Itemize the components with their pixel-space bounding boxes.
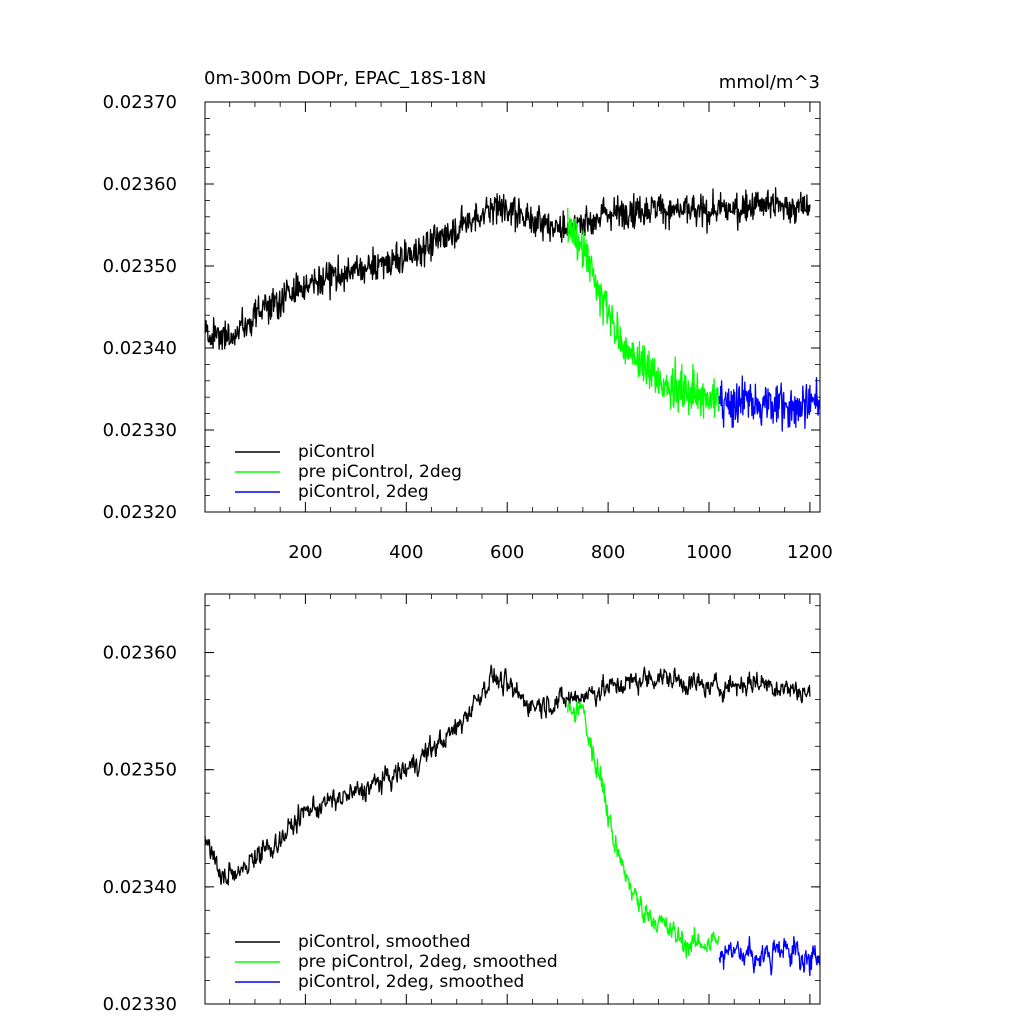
legend-label: piControl, 2deg [298, 482, 429, 502]
bottom-panel-frame [204, 593, 821, 1005]
legend-label: piControl [298, 442, 375, 462]
series-line-pre-picontrol-2deg [567, 207, 720, 419]
legend-label: pre piControl, 2deg [298, 462, 462, 482]
x-tick-label: 800 [591, 542, 625, 563]
y-tick-label: 0.02360 [103, 643, 177, 664]
x-tick-label: 200 [288, 542, 322, 563]
x-tick-label: 1200 [787, 542, 833, 563]
legend-label: piControl, 2deg, smoothed [298, 972, 524, 992]
y-tick-label: 0.02360 [103, 174, 177, 195]
top-panel-series [204, 187, 821, 432]
x-tick-label: 1000 [686, 542, 732, 563]
y-tick-label: 0.02370 [103, 92, 177, 113]
y-tick-label: 0.02330 [103, 994, 177, 1015]
top-panel-frame [204, 101, 821, 513]
top-panel-title: 0m-300m DOPr, EPAC_18S-18N [204, 68, 486, 89]
series-line-pre-picontrol-2deg-smoothed [567, 700, 720, 959]
series-line-picontrol [204, 187, 811, 351]
legend-label: pre piControl, 2deg, smoothed [298, 952, 558, 972]
legend-label: piControl, smoothed [298, 932, 471, 952]
top-panel: 0m-300m DOPr, EPAC_18S-18N mmol/m^3 0.02… [103, 68, 833, 563]
bottom-panel-ticks: 0.02330 0.02340 0.02350 0.02360 [103, 594, 820, 1015]
y-tick-label: 0.02320 [103, 502, 177, 523]
top-panel-ticks: 0.02320 0.02330 0.02340 0.02350 0.02360 0.023… [103, 92, 833, 563]
series-line-picontrol-smoothed [204, 664, 811, 886]
y-tick-label: 0.02340 [103, 877, 177, 898]
y-tick-label: 0.02340 [103, 338, 177, 359]
y-tick-label: 0.02350 [103, 760, 177, 781]
bottom-panel: 0.02330 0.02340 0.02350 0.02360 piControl, … [103, 593, 821, 1015]
top-panel-units: mmol/m^3 [719, 72, 820, 93]
x-tick-label: 400 [389, 542, 423, 563]
y-tick-label: 0.02350 [103, 256, 177, 277]
bottom-panel-series [204, 664, 821, 977]
y-tick-label: 0.02330 [103, 420, 177, 441]
series-line-picontrol-2deg-smoothed [718, 935, 821, 977]
series-line-picontrol-2deg [718, 375, 821, 432]
x-tick-label: 600 [490, 542, 524, 563]
